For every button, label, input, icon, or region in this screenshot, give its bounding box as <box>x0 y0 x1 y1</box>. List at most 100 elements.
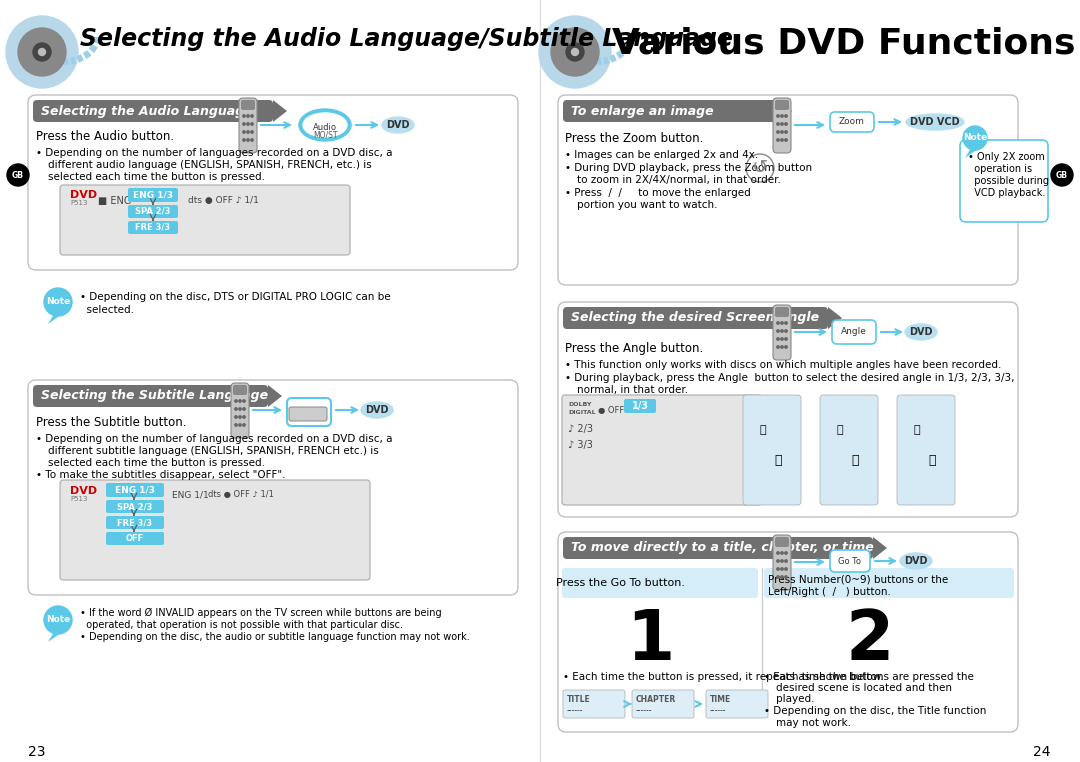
FancyBboxPatch shape <box>831 112 874 132</box>
FancyBboxPatch shape <box>563 307 828 329</box>
Text: • Press  /  /     to move the enlarged: • Press / / to move the enlarged <box>565 188 751 198</box>
FancyBboxPatch shape <box>743 395 801 505</box>
FancyBboxPatch shape <box>28 95 518 270</box>
Circle shape <box>243 139 245 141</box>
Text: DIGITAL: DIGITAL <box>568 410 596 415</box>
FancyBboxPatch shape <box>241 100 255 110</box>
Circle shape <box>243 131 245 133</box>
Text: • To make the subtitles disappear, select "OFF".: • To make the subtitles disappear, selec… <box>36 470 285 480</box>
Circle shape <box>243 408 245 410</box>
Text: SPA 2/3: SPA 2/3 <box>135 207 171 216</box>
Text: Note: Note <box>963 133 987 142</box>
Text: 1: 1 <box>626 607 674 674</box>
Text: to zoom in 2X/4X/normal, in that order.: to zoom in 2X/4X/normal, in that order. <box>577 175 781 185</box>
Text: • Depending on the number of languages recorded on a DVD disc, a: • Depending on the number of languages r… <box>36 434 392 444</box>
Text: • This function only works with discs on which multiple angles have been recorde: • This function only works with discs on… <box>565 360 1001 370</box>
Circle shape <box>251 115 253 117</box>
Text: Angle: Angle <box>841 328 867 337</box>
Circle shape <box>1051 164 1074 186</box>
Text: different audio language (ENGLISH, SPANISH, FRENCH, etc.) is: different audio language (ENGLISH, SPANI… <box>48 160 372 170</box>
Circle shape <box>777 123 779 125</box>
Text: selected.: selected. <box>80 305 134 315</box>
Circle shape <box>243 424 245 426</box>
Circle shape <box>777 139 779 141</box>
Circle shape <box>251 139 253 141</box>
Ellipse shape <box>539 16 611 88</box>
Text: Subtitle: Subtitle <box>291 400 321 409</box>
Ellipse shape <box>6 16 78 88</box>
Ellipse shape <box>905 324 937 340</box>
FancyBboxPatch shape <box>773 305 791 360</box>
Circle shape <box>247 131 249 133</box>
Text: selected each time the button is pressed.: selected each time the button is pressed… <box>48 458 265 468</box>
Text: Press Number(0~9) buttons or the: Press Number(0~9) buttons or the <box>768 575 948 585</box>
Ellipse shape <box>566 43 584 61</box>
FancyBboxPatch shape <box>106 532 164 545</box>
Text: 23: 23 <box>28 745 45 759</box>
FancyBboxPatch shape <box>106 500 164 513</box>
Polygon shape <box>268 385 282 407</box>
Text: 2: 2 <box>846 607 894 674</box>
Ellipse shape <box>551 28 599 76</box>
Circle shape <box>44 606 72 634</box>
FancyBboxPatch shape <box>562 568 758 598</box>
Text: MO/ST: MO/ST <box>313 130 337 139</box>
Text: 🌳: 🌳 <box>837 425 843 435</box>
Text: To enlarge an image: To enlarge an image <box>571 104 714 117</box>
FancyBboxPatch shape <box>773 535 791 590</box>
Text: Press the Angle button.: Press the Angle button. <box>565 342 703 355</box>
FancyBboxPatch shape <box>239 98 257 153</box>
Text: Left/Right (  /   ) button.: Left/Right ( / ) button. <box>768 587 891 597</box>
Circle shape <box>781 330 783 332</box>
Text: TIME: TIME <box>710 695 731 704</box>
Circle shape <box>239 416 241 418</box>
Circle shape <box>785 131 787 133</box>
FancyBboxPatch shape <box>764 568 1014 598</box>
Text: Press the Go To button.: Press the Go To button. <box>555 578 685 588</box>
Circle shape <box>777 552 779 554</box>
Text: P513: P513 <box>70 496 87 502</box>
Text: normal, in that order.: normal, in that order. <box>577 385 688 395</box>
Ellipse shape <box>382 117 414 133</box>
Circle shape <box>243 400 245 402</box>
Text: Selecting the Subtitle Language: Selecting the Subtitle Language <box>41 389 268 402</box>
FancyBboxPatch shape <box>558 95 1018 285</box>
Text: GB: GB <box>1056 171 1068 180</box>
Circle shape <box>251 123 253 125</box>
Text: ------: ------ <box>710 706 727 715</box>
FancyBboxPatch shape <box>33 100 273 122</box>
Text: 🚗: 🚗 <box>851 453 859 466</box>
Text: 🌳: 🌳 <box>914 425 920 435</box>
Text: 🚗: 🚗 <box>774 453 782 466</box>
Circle shape <box>963 126 987 150</box>
Circle shape <box>243 115 245 117</box>
Circle shape <box>234 400 238 402</box>
Circle shape <box>785 123 787 125</box>
Circle shape <box>777 346 779 348</box>
FancyBboxPatch shape <box>775 537 789 547</box>
FancyBboxPatch shape <box>773 98 791 153</box>
Circle shape <box>781 576 783 578</box>
FancyBboxPatch shape <box>60 480 370 580</box>
FancyBboxPatch shape <box>832 320 876 344</box>
Text: • Only 2X zoom: • Only 2X zoom <box>968 152 1044 162</box>
Circle shape <box>247 115 249 117</box>
Circle shape <box>785 322 787 324</box>
FancyBboxPatch shape <box>624 399 656 413</box>
Text: ENG 1/1: ENG 1/1 <box>172 490 208 499</box>
Text: ■ ENG: ■ ENG <box>98 196 132 206</box>
Text: Various DVD Functions: Various DVD Functions <box>612 27 1076 61</box>
FancyBboxPatch shape <box>563 690 625 718</box>
Text: DVD: DVD <box>387 120 409 130</box>
Ellipse shape <box>906 114 964 130</box>
Text: ENG 1/3: ENG 1/3 <box>114 485 156 495</box>
Text: Press the Subtitle button.: Press the Subtitle button. <box>36 416 187 429</box>
Circle shape <box>247 139 249 141</box>
Text: operated, that operation is not possible with that particular disc.: operated, that operation is not possible… <box>80 620 403 630</box>
Text: CHAPTER: CHAPTER <box>636 695 676 704</box>
Text: ------: ------ <box>567 706 583 715</box>
Ellipse shape <box>33 43 51 61</box>
Text: dts ● OFF ♪ 1/1: dts ● OFF ♪ 1/1 <box>208 490 274 499</box>
Text: • Depending on the disc, the Title function: • Depending on the disc, the Title funct… <box>764 706 986 716</box>
Circle shape <box>44 288 72 316</box>
